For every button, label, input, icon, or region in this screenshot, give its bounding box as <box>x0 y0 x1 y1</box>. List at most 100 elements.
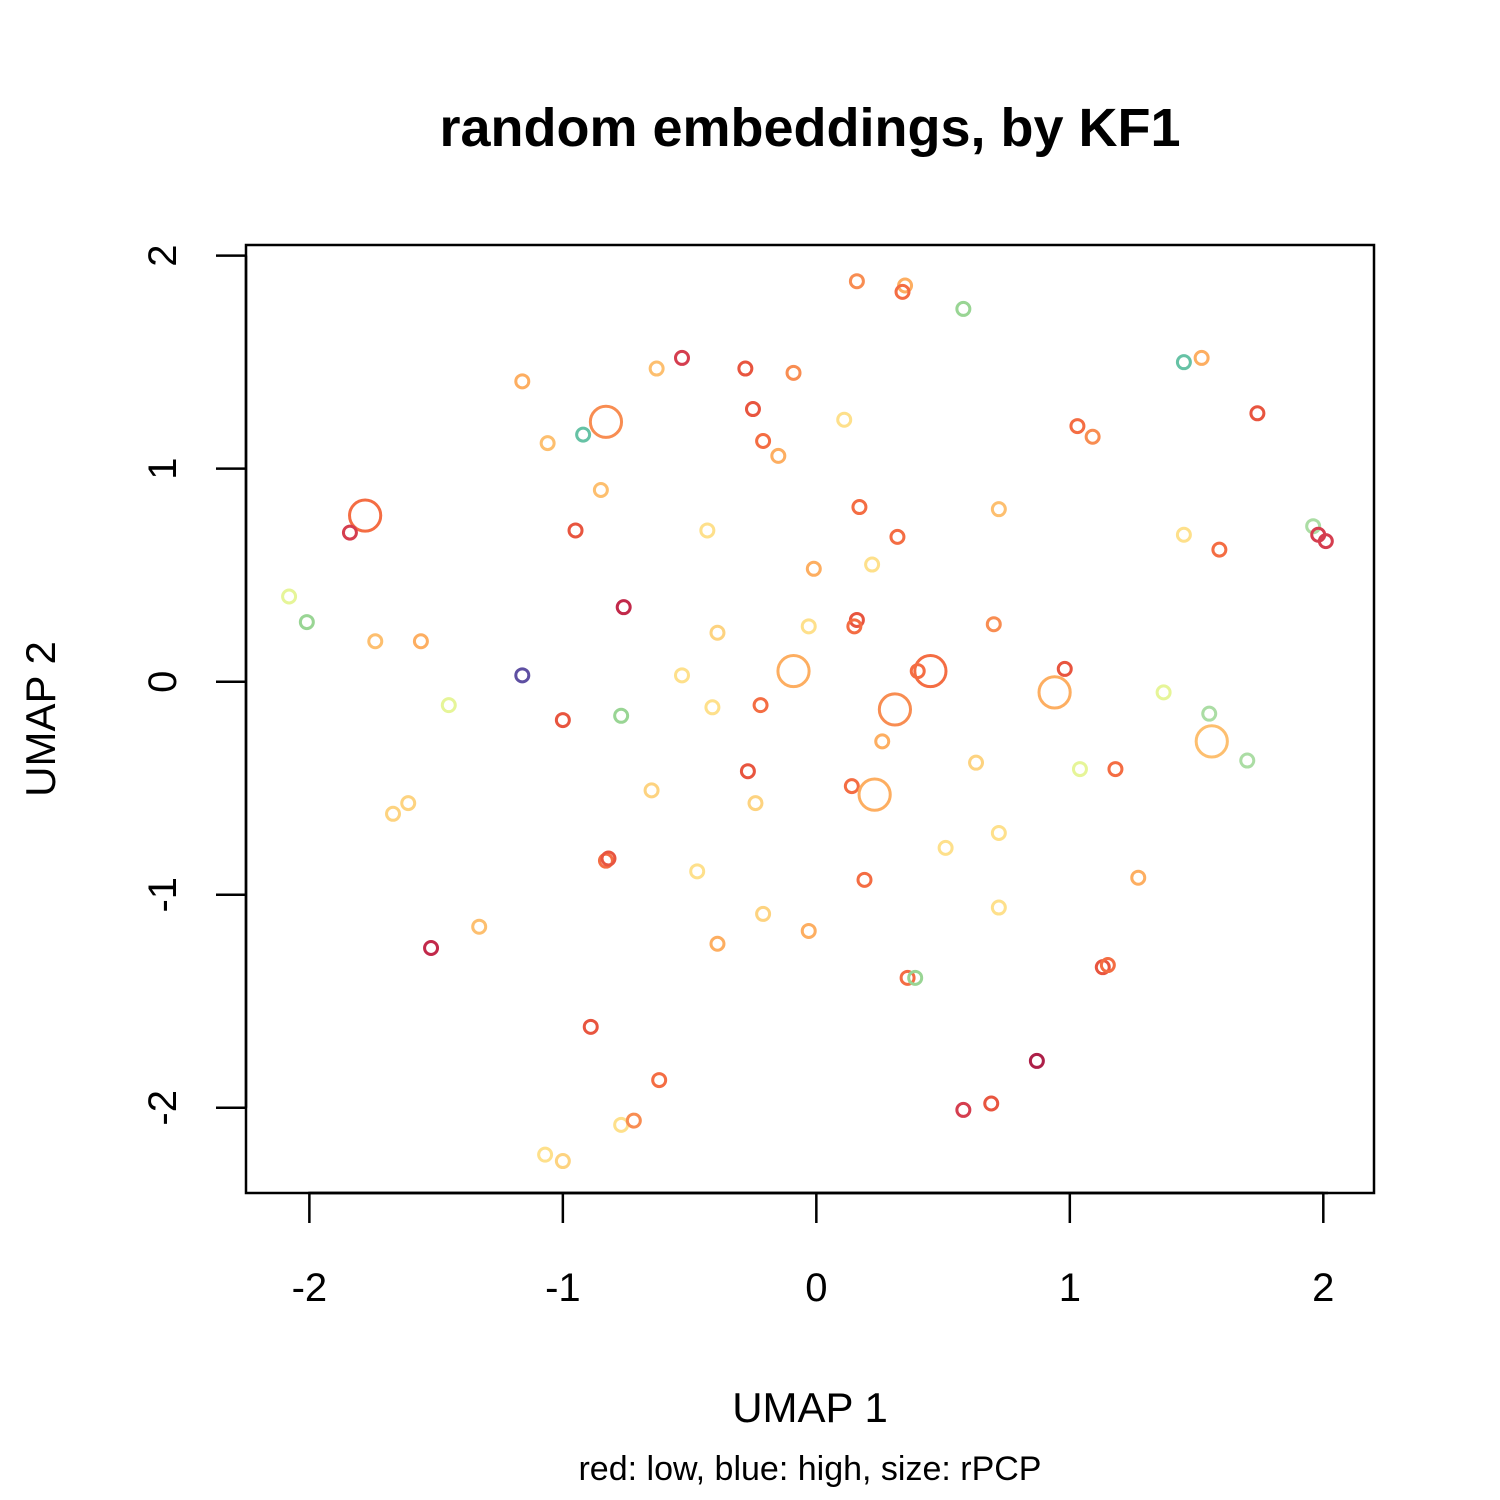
data-point <box>709 624 726 641</box>
data-point <box>874 733 891 750</box>
data-point <box>990 824 1007 841</box>
data-point <box>341 524 358 541</box>
data-point <box>747 795 764 812</box>
data-point <box>899 969 916 986</box>
data-point <box>983 1095 1000 1112</box>
data-point <box>1037 675 1072 710</box>
x-axis: -2 -1 0 1 2 <box>292 1191 1334 1310</box>
data-point <box>673 349 690 366</box>
data-point <box>471 918 488 935</box>
y-tick-label: -2 <box>141 1090 185 1126</box>
data-point <box>1201 705 1218 722</box>
data-point <box>955 1101 972 1118</box>
data-point <box>1056 660 1073 677</box>
data-point <box>539 435 556 452</box>
data-point <box>955 300 972 317</box>
data-point <box>423 940 440 957</box>
data-point <box>1155 684 1172 701</box>
data-point <box>770 447 787 464</box>
data-point <box>894 283 911 300</box>
data-point <box>615 599 632 616</box>
data-point <box>1028 1052 1045 1069</box>
data-point <box>1084 428 1101 445</box>
data-point <box>1211 541 1228 558</box>
y-axis: -2 -1 0 1 2 <box>141 245 248 1126</box>
data-point <box>514 667 531 684</box>
data-point <box>704 699 721 716</box>
data-point <box>709 935 726 952</box>
data-point <box>582 1018 599 1035</box>
data-point <box>800 618 817 635</box>
data-point <box>1071 761 1088 778</box>
data-point <box>1317 533 1334 550</box>
data-point <box>889 528 906 545</box>
data-point <box>990 899 1007 916</box>
data-point <box>907 969 924 986</box>
x-tick-label: -1 <box>545 1266 581 1310</box>
data-point <box>1130 869 1147 886</box>
data-point <box>298 614 315 631</box>
data-point <box>805 560 822 577</box>
data-point <box>648 360 665 377</box>
data-point <box>985 616 1002 633</box>
y-tick-label: -1 <box>141 877 185 913</box>
data-point <box>514 373 531 390</box>
data-point <box>776 653 811 689</box>
data-point <box>1099 957 1116 974</box>
data-point <box>537 1146 554 1163</box>
x-tick-label: 1 <box>1059 1266 1081 1310</box>
data-point <box>699 522 716 539</box>
data-point <box>990 501 1007 518</box>
data-point <box>752 697 769 714</box>
data-point <box>385 805 402 822</box>
data-point <box>554 1153 571 1170</box>
data-point <box>877 692 913 727</box>
y-tick-label: 2 <box>141 245 185 267</box>
data-point <box>613 707 630 724</box>
data-point <box>440 697 457 714</box>
data-point <box>1193 349 1210 366</box>
data-point <box>836 411 853 428</box>
data-point <box>843 778 860 795</box>
data-points <box>281 273 1334 1170</box>
data-point <box>848 273 865 290</box>
data-point <box>1175 526 1192 543</box>
data-point <box>856 871 873 888</box>
data-point <box>689 863 706 880</box>
data-point <box>613 1116 630 1133</box>
data-point <box>588 404 624 439</box>
data-point <box>800 922 817 939</box>
data-point <box>1107 761 1124 778</box>
data-point <box>412 633 429 650</box>
data-point <box>643 782 660 799</box>
data-point <box>909 663 926 680</box>
data-point <box>864 556 881 573</box>
data-point <box>857 777 892 812</box>
y-tick-label: 0 <box>141 671 185 693</box>
data-point <box>1194 724 1229 759</box>
data-point <box>651 1072 668 1089</box>
data-point <box>785 364 802 381</box>
y-tick-label: 1 <box>141 458 185 480</box>
data-point <box>937 839 954 856</box>
data-point <box>673 667 690 684</box>
data-point <box>851 499 868 516</box>
chart-title: random embeddings, by KF1 <box>439 98 1180 158</box>
data-point <box>1239 752 1256 769</box>
x-tick-label: 0 <box>805 1266 827 1310</box>
data-point <box>567 522 584 539</box>
data-point <box>554 712 571 729</box>
data-point <box>846 618 863 635</box>
data-point <box>1069 418 1086 435</box>
data-point <box>755 905 772 922</box>
chart-subtitle: red: low, blue: high, size: rPCP <box>578 1450 1041 1488</box>
data-point <box>737 360 754 377</box>
data-point <box>744 401 761 418</box>
data-point <box>1249 405 1266 422</box>
x-axis-label: UMAP 1 <box>732 1384 888 1431</box>
data-point <box>913 653 948 689</box>
data-point <box>400 795 417 812</box>
x-tick-label: -2 <box>292 1266 328 1310</box>
data-point <box>755 432 772 449</box>
